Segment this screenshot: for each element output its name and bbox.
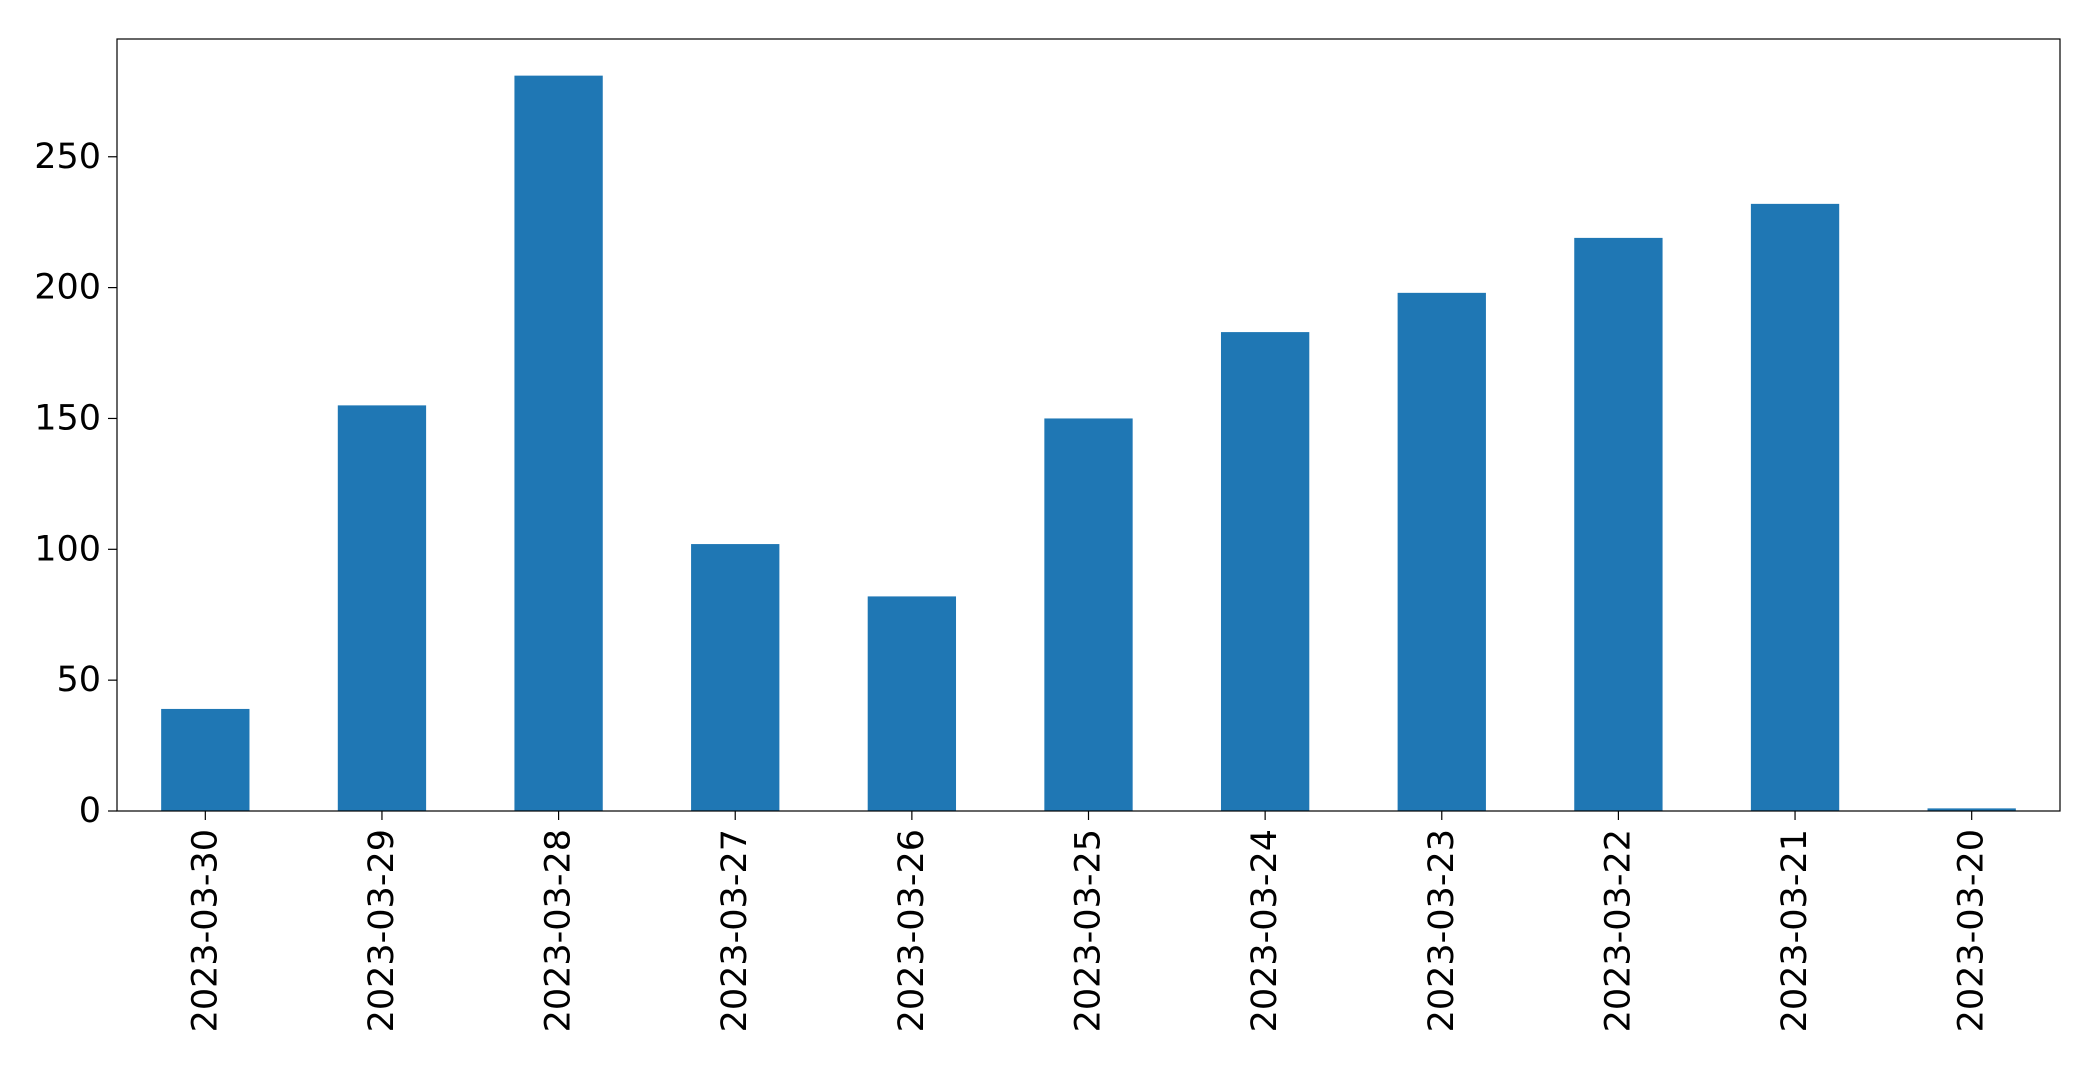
bar-2023-03-22 (1574, 237, 1663, 812)
x-tick-label: 2023-03-30 (185, 829, 225, 1032)
ticks-layer: 0 50 100 150 200 250 2023-03-30 2023-03-29 2023-… (34, 137, 1991, 1033)
y-tick-label: 50 (56, 660, 101, 700)
bar-2023-03-30 (161, 708, 250, 811)
x-tick-label: 2023-03-20 (1952, 829, 1992, 1032)
bar-2023-03-28 (514, 75, 603, 812)
y-tick-label: 100 (34, 529, 101, 569)
bar-2023-03-26 (867, 596, 957, 811)
bar-2023-03-29 (337, 405, 427, 811)
y-tick-label: 0 (79, 791, 101, 831)
bar-2023-03-20 (1927, 808, 2016, 811)
y-tick-label: 150 (34, 398, 101, 438)
bar-2023-03-27 (691, 544, 780, 811)
bar-2023-03-21 (1750, 203, 1840, 811)
x-tick-label: 2023-03-24 (1245, 829, 1285, 1032)
y-tick-label: 200 (34, 268, 101, 308)
x-tick-label: 2023-03-27 (715, 829, 755, 1032)
x-tick-label: 2023-03-22 (1598, 829, 1638, 1032)
x-tick-label: 2023-03-29 (362, 829, 402, 1032)
bars-layer (161, 75, 2016, 812)
x-tick-label: 2023-03-28 (539, 829, 579, 1032)
x-tick-label: 2023-03-26 (892, 829, 932, 1032)
bar-2023-03-23 (1397, 292, 1486, 811)
y-tick-label: 250 (34, 137, 101, 177)
x-tick-label: 2023-03-25 (1069, 829, 1109, 1032)
x-tick-label: 2023-03-21 (1775, 829, 1815, 1032)
bar-2023-03-25 (1044, 418, 1133, 811)
bar-2023-03-24 (1220, 332, 1310, 811)
x-tick-label: 2023-03-23 (1422, 829, 1462, 1032)
